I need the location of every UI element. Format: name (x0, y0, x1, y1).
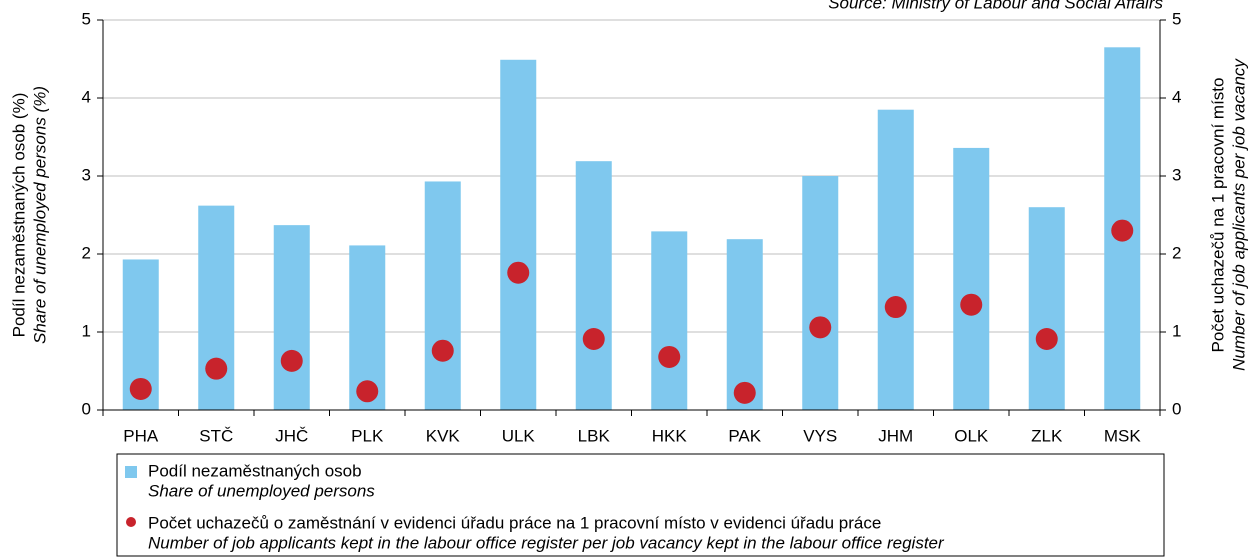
y2-tick-label: 2 (1172, 243, 1181, 262)
dot (1035, 328, 1058, 351)
x-tick-label: ZLK (1031, 426, 1063, 445)
bar (424, 181, 461, 410)
bar (651, 231, 688, 410)
legend-label: Podíl nezaměstnaných osob (148, 461, 362, 480)
dot (658, 345, 681, 368)
y2-axis-label: Počet uchazečů na 1 pracovní místo (1208, 78, 1227, 353)
x-tick-label: JHČ (275, 426, 308, 445)
dot (809, 316, 832, 339)
y-tick-label: 0 (82, 399, 91, 418)
bar (273, 225, 310, 410)
x-tick-label: STČ (199, 426, 233, 445)
dot (884, 296, 907, 319)
y-tick-label: 1 (82, 321, 91, 340)
dot (582, 328, 605, 351)
dot (1111, 219, 1134, 242)
y-tick-label: 3 (82, 165, 91, 184)
bar (1028, 207, 1065, 410)
y-axis-label: Podíl nezaměstnaných osob (%) (9, 93, 28, 338)
y2-tick-label: 1 (1172, 321, 1181, 340)
dot (733, 381, 756, 404)
y2-tick-label: 3 (1172, 165, 1181, 184)
legend-swatch (125, 466, 137, 478)
legend-box (116, 453, 1165, 557)
dot (129, 377, 152, 400)
dot (280, 349, 303, 372)
y-axis-label: Share of unemployed persons (%) (30, 86, 49, 344)
y2-tick-label: 4 (1172, 87, 1181, 106)
dot (431, 339, 454, 362)
legend-label: Share of unemployed persons (148, 481, 375, 500)
x-tick-label: PAK (728, 426, 761, 445)
dot (205, 357, 228, 380)
dot (960, 293, 983, 316)
x-tick-label: ULK (502, 426, 536, 445)
y-tick-label: 2 (82, 243, 91, 262)
bar (953, 147, 990, 411)
legend-label: Number of job applicants kept in the lab… (148, 533, 945, 552)
y-tick-label: 4 (82, 87, 91, 106)
bar (575, 161, 612, 410)
legend-swatch (126, 517, 136, 527)
source: Source: Ministry of Labour and Social Af… (828, 0, 1163, 12)
x-tick-label: KVK (426, 426, 461, 445)
x-tick-label: PHA (123, 426, 159, 445)
bar (500, 59, 537, 410)
x-tick-label: HKK (652, 426, 688, 445)
bar (726, 239, 763, 410)
y2-tick-label: 5 (1172, 9, 1181, 28)
bar (802, 176, 839, 410)
y2-tick-label: 0 (1172, 399, 1181, 418)
y2-axis-label: Number of job applicants per job vacancy (1229, 58, 1248, 371)
dot (507, 261, 530, 284)
x-tick-label: PLK (351, 426, 384, 445)
dot (356, 380, 379, 403)
x-tick-label: VYS (803, 426, 837, 445)
y-tick-label: 5 (82, 9, 91, 28)
x-tick-label: JHM (878, 426, 913, 445)
legend-label: Počet uchazečů o zaměstnání v evidenci ú… (148, 513, 881, 532)
x-tick-label: MSK (1104, 426, 1142, 445)
x-tick-label: OLK (954, 426, 989, 445)
bar (877, 109, 914, 410)
x-tick-label: LBK (578, 426, 611, 445)
